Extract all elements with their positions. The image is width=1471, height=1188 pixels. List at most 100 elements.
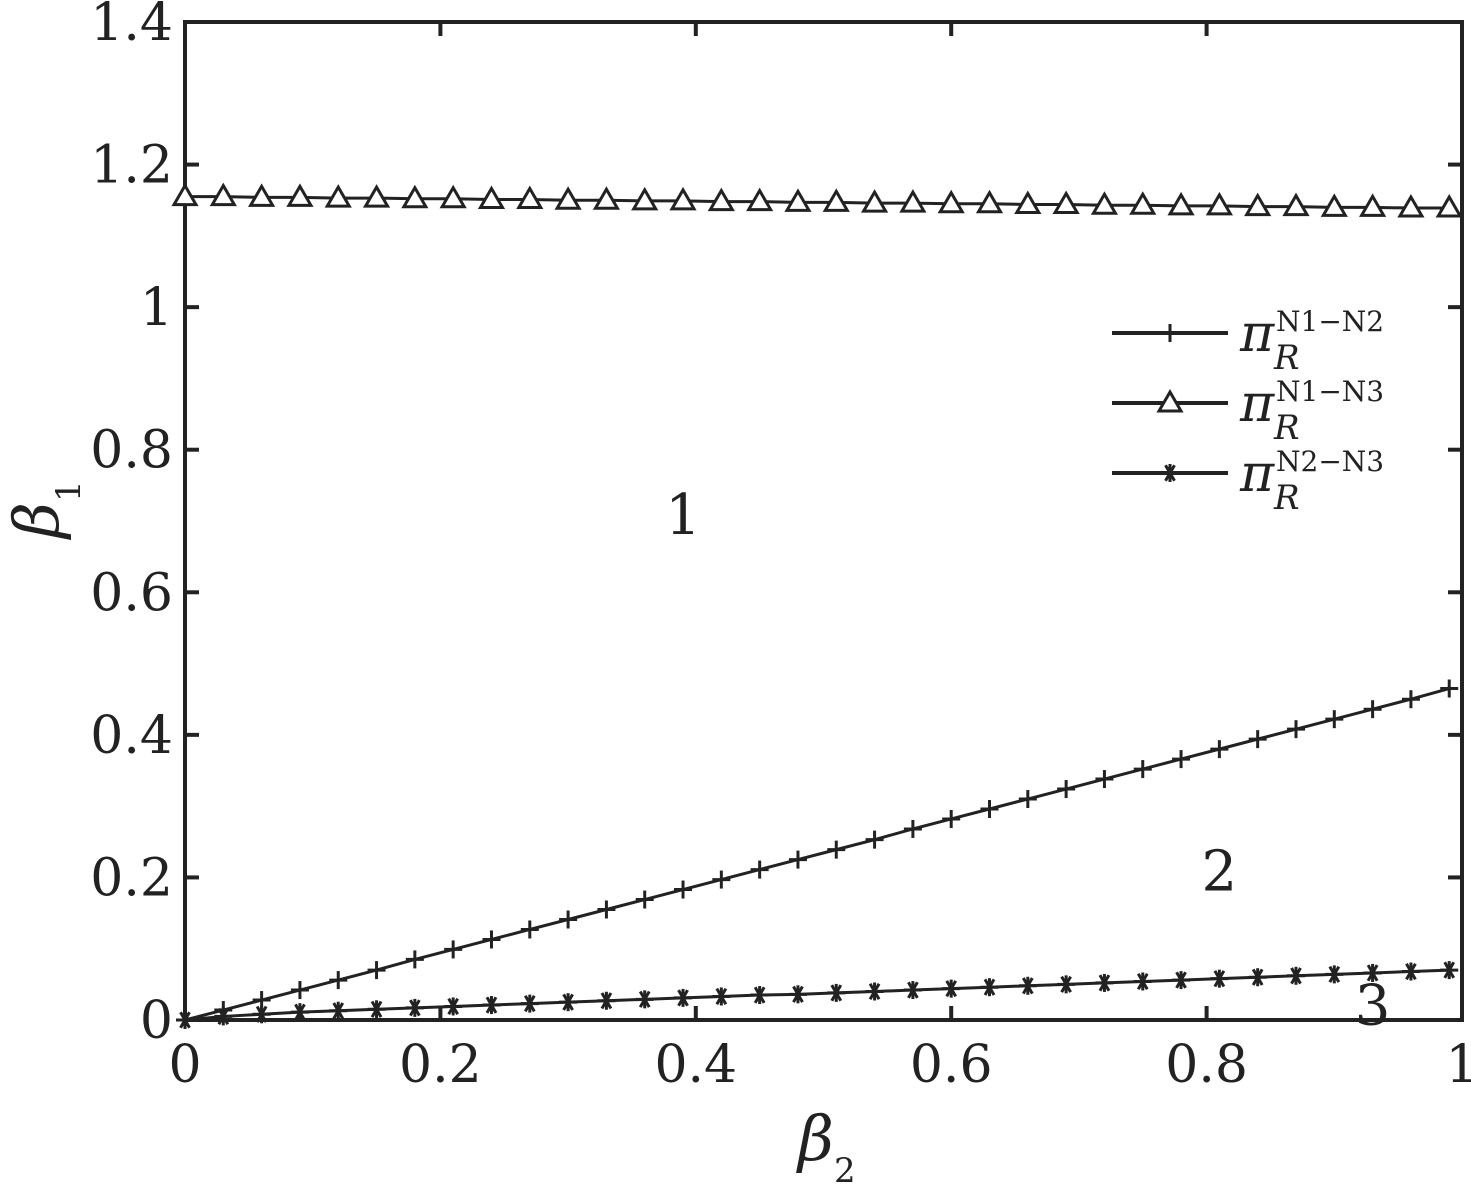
star-marker xyxy=(1440,961,1459,980)
plus-marker xyxy=(444,940,463,959)
triangle-marker xyxy=(286,183,314,207)
triangle-marker xyxy=(1435,194,1463,218)
star-marker xyxy=(942,979,961,998)
plus-marker xyxy=(290,981,309,1000)
star-marker xyxy=(597,991,616,1010)
x-tick-label: 0.2 xyxy=(399,1035,482,1095)
plus-marker xyxy=(559,910,578,929)
legend-superscript: N2−N3 xyxy=(1276,445,1384,478)
triangle-marker xyxy=(1359,193,1387,217)
plus-marker xyxy=(1161,324,1179,342)
plus-marker xyxy=(1095,770,1114,789)
triangle-marker xyxy=(516,185,544,210)
plus-marker xyxy=(1172,750,1191,769)
plus-marker xyxy=(520,920,539,939)
triangle-marker xyxy=(1014,190,1042,214)
star-marker xyxy=(827,983,846,1002)
plus-marker xyxy=(329,971,348,990)
triangle-marker xyxy=(439,184,467,209)
plus-marker xyxy=(712,870,731,889)
triangle-marker xyxy=(822,188,850,212)
triangle-marker xyxy=(707,187,735,212)
legend-superscript: N1−N2 xyxy=(1276,305,1384,338)
star-marker xyxy=(635,990,654,1009)
star-marker xyxy=(1018,976,1037,995)
star-marker xyxy=(1286,966,1305,985)
star-marker xyxy=(1401,962,1420,981)
plus-marker xyxy=(482,930,501,949)
plus-marker xyxy=(635,890,654,909)
triangle-marker xyxy=(554,186,582,210)
star-marker xyxy=(1161,464,1179,482)
star-marker xyxy=(482,996,501,1015)
plus-marker xyxy=(1363,700,1382,719)
triangle-marker xyxy=(1320,193,1348,217)
series-line xyxy=(184,687,1450,1022)
plus-marker xyxy=(367,961,386,980)
triangle-marker xyxy=(171,182,199,207)
star-marker xyxy=(329,1001,348,1020)
triangle-marker xyxy=(1282,192,1310,217)
series-layer xyxy=(171,182,1463,1029)
triangle-marker xyxy=(937,189,965,214)
legend-subscript: R xyxy=(1273,408,1300,448)
y-axis-subscript: 1 xyxy=(49,480,89,502)
x-tick-label: 0 xyxy=(168,1035,201,1095)
region-label: 3 xyxy=(1355,973,1391,1038)
plot-area: 0 0.2 0.4 0.6 0.8 1 0 0.2 0.4 0.6 0.8 1 1.2 1.4 xyxy=(90,0,1471,1095)
star-marker xyxy=(214,1007,233,1026)
triangle-marker xyxy=(592,186,621,210)
star-marker xyxy=(1325,965,1344,984)
star-marker xyxy=(290,1003,309,1022)
triangle-marker xyxy=(746,187,774,212)
star-marker xyxy=(252,1005,271,1024)
legend-subscript: R xyxy=(1273,478,1300,518)
y-tick-label: 0.2 xyxy=(90,848,173,908)
legend-entry: π N1−N2R xyxy=(1112,304,1384,378)
triangle-marker xyxy=(1052,190,1080,214)
legend-symbol: π xyxy=(1239,374,1275,434)
star-marker xyxy=(367,1000,386,1019)
legend-superscript: N1−N3 xyxy=(1276,375,1384,408)
plus-marker xyxy=(1325,710,1344,729)
triangle-marker xyxy=(401,184,429,209)
region-label: 1 xyxy=(665,483,701,548)
axes-frame xyxy=(183,20,1464,1022)
axis-labels: β 2β1 xyxy=(0,480,856,1188)
plus-marker xyxy=(865,830,884,849)
plus-marker xyxy=(1133,760,1152,779)
plus-marker xyxy=(1248,730,1267,749)
legend-entry: π N2−N3R xyxy=(1112,444,1384,518)
plus-marker xyxy=(1210,740,1229,759)
star-marker xyxy=(1248,968,1267,987)
triangle-marker xyxy=(248,183,276,207)
triangle-marker xyxy=(860,189,889,213)
triangle-marker xyxy=(1244,192,1272,217)
star-marker xyxy=(1095,973,1114,992)
y-tick-label: 1.4 xyxy=(90,0,173,53)
annotation-layer: 1 2 3 xyxy=(665,483,1390,1038)
triangle-marker xyxy=(1090,191,1119,215)
y-tick-label: 1.2 xyxy=(90,136,173,196)
legend-symbol: π xyxy=(1239,444,1275,504)
series-triangle xyxy=(171,182,1463,218)
triangle-marker xyxy=(631,186,659,211)
star-marker xyxy=(1057,975,1076,994)
x-tick-label: 1 xyxy=(1445,1035,1471,1095)
triangle-marker xyxy=(784,188,812,212)
star-marker xyxy=(750,986,769,1005)
x-tick-label: 0.8 xyxy=(1165,1035,1248,1095)
star-marker xyxy=(444,997,463,1016)
star-marker xyxy=(1172,971,1191,990)
plus-marker xyxy=(1286,720,1305,739)
triangle-marker xyxy=(1167,191,1195,216)
plus-marker xyxy=(788,850,807,869)
plus-marker xyxy=(942,809,961,828)
plus-marker xyxy=(405,950,424,969)
triangle-marker xyxy=(477,185,506,210)
plus-marker xyxy=(750,860,769,879)
plus-marker xyxy=(1057,780,1076,799)
y-tick-label: 1 xyxy=(140,278,173,338)
star-marker xyxy=(176,1011,194,1029)
